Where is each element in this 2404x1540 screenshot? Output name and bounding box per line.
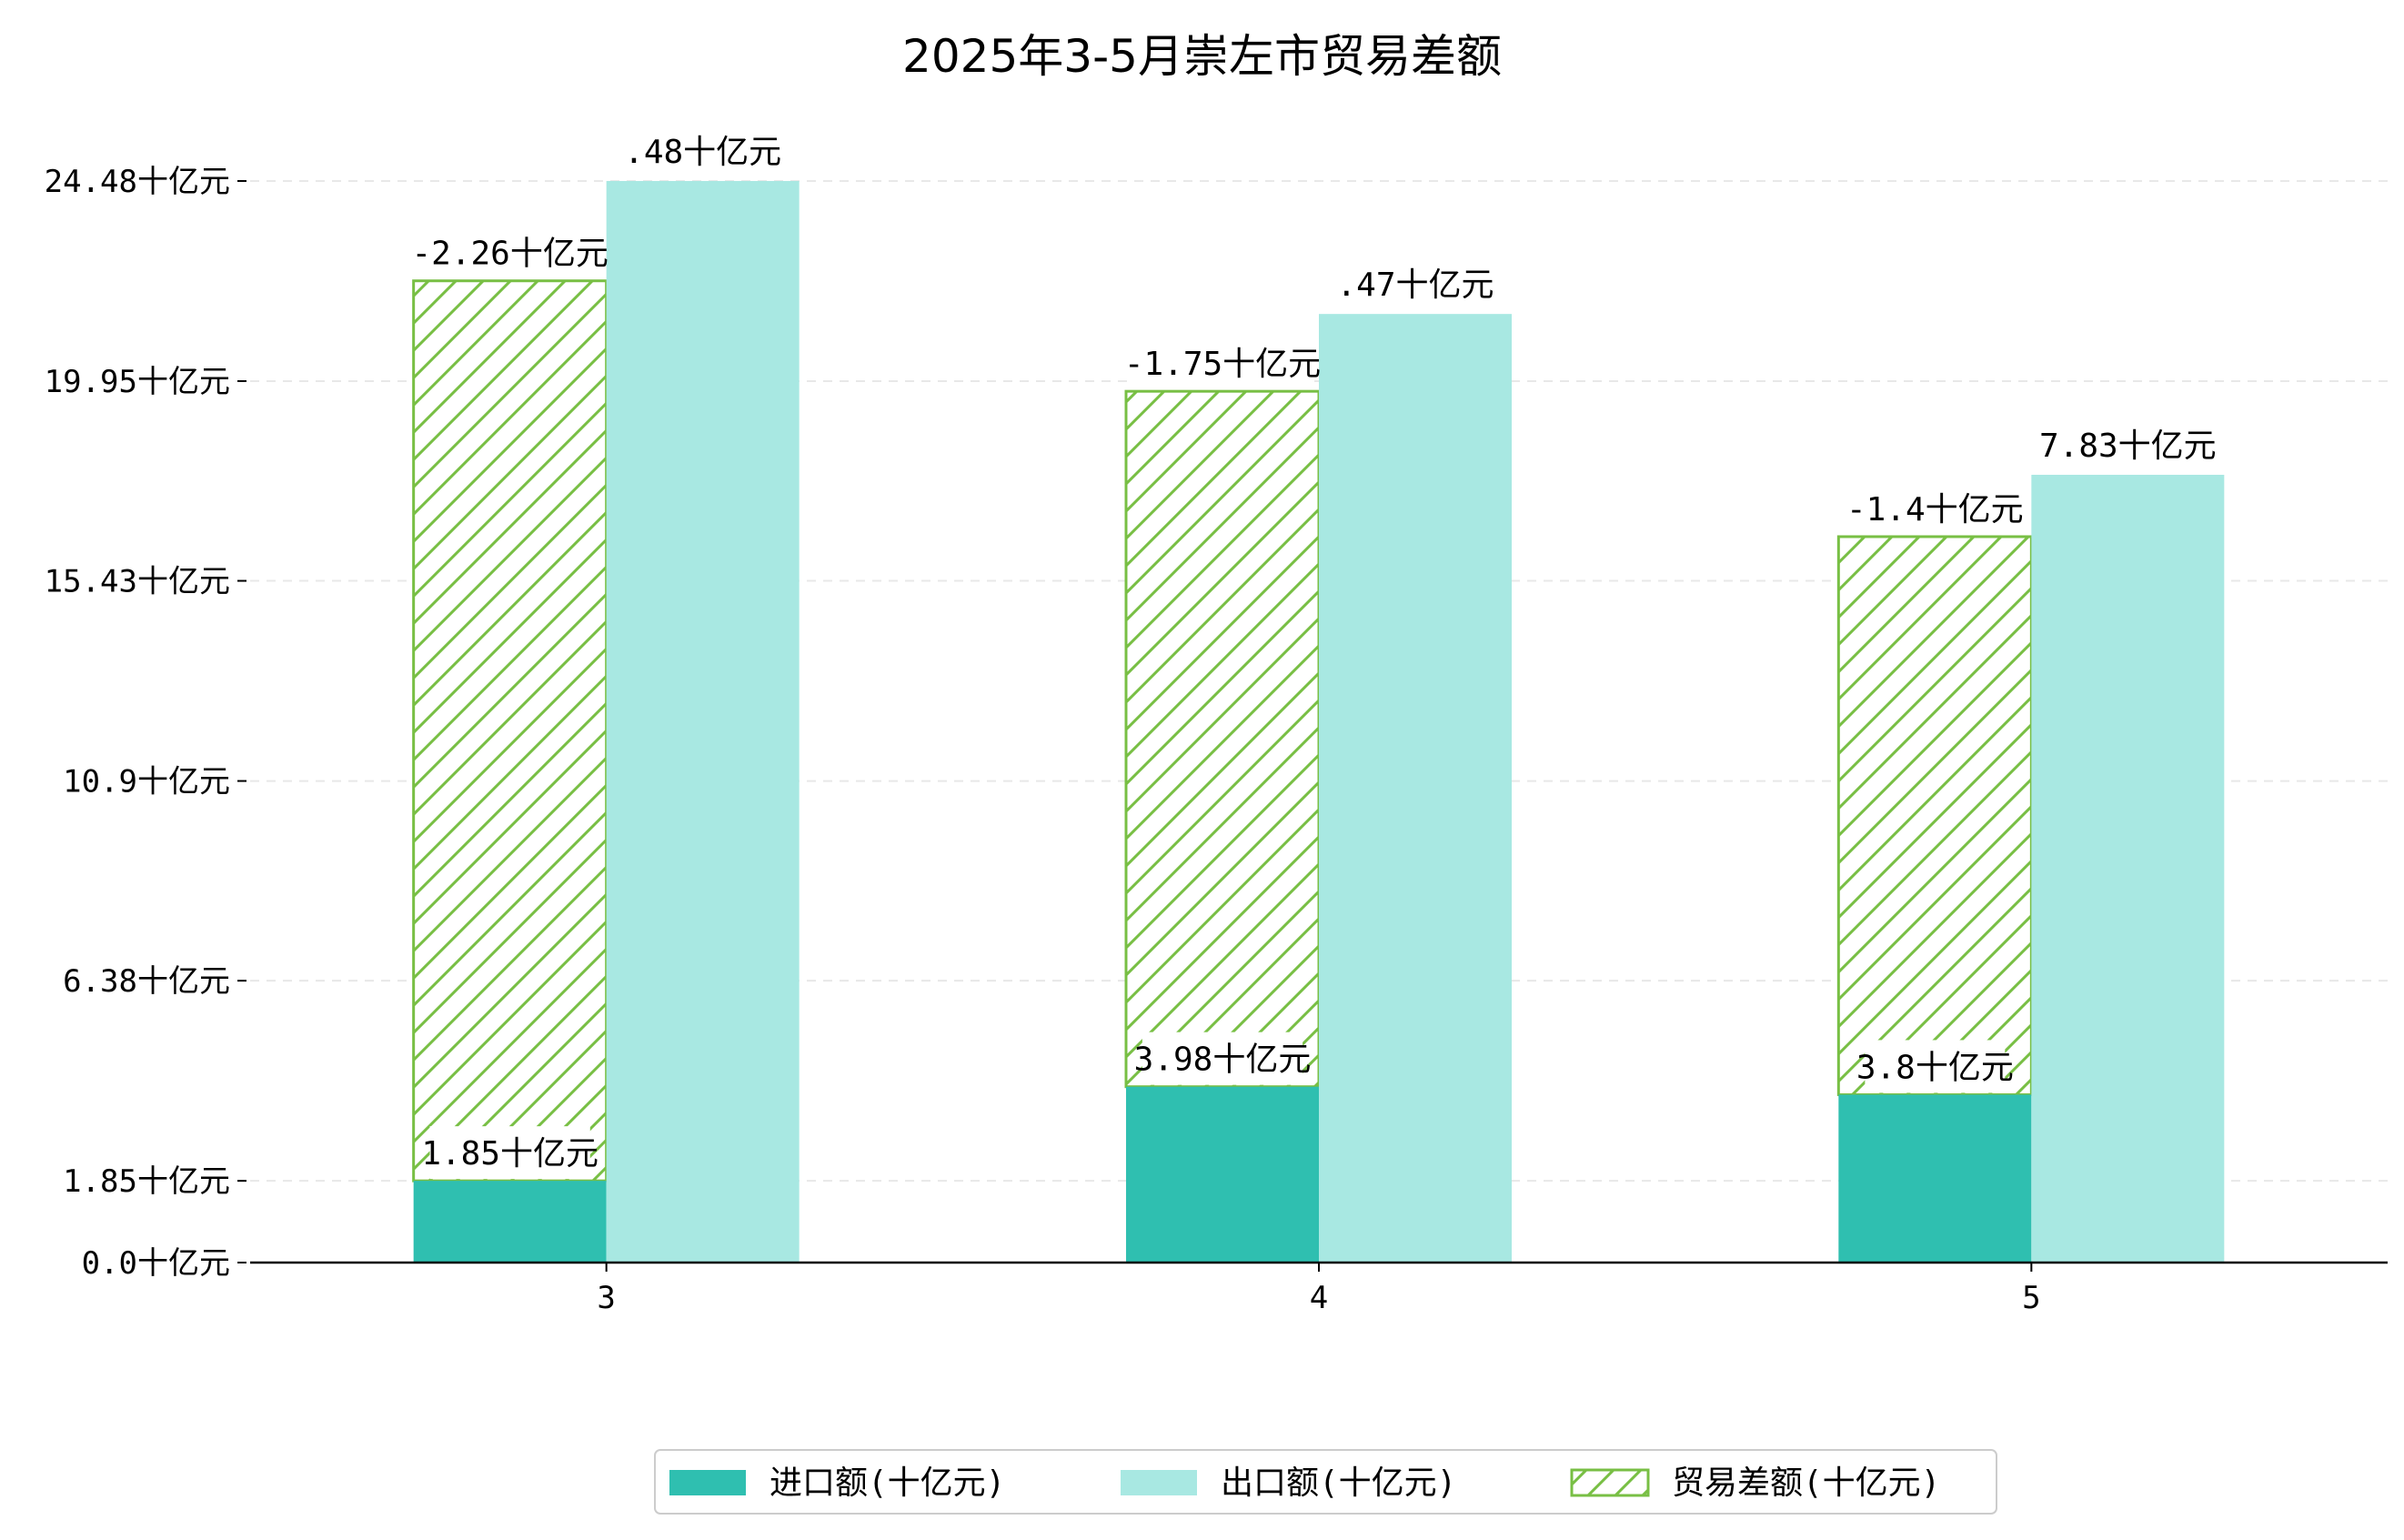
data-label-trade-balance-bg xyxy=(1855,481,2016,535)
legend-swatch xyxy=(1570,1468,1650,1497)
y-tick-label: 6.38十亿元 xyxy=(63,963,230,1000)
y-tick-label: 24.48十亿元 xyxy=(45,164,230,200)
y-tick-label: 0.0十亿元 xyxy=(82,1245,230,1282)
bar-export xyxy=(606,180,800,1263)
data-label-export: .48十亿元 xyxy=(624,134,781,171)
chart-title: 2025年3-5月崇左市贸易差额 xyxy=(902,30,1502,83)
legend-label: 贸易差额(十亿元) xyxy=(1672,1465,1940,1502)
legend-frame xyxy=(654,1449,1997,1515)
data-label-export: .47十亿元 xyxy=(1336,267,1494,304)
y-tick-label: 10.9十亿元 xyxy=(63,764,230,800)
data-label-import-bg xyxy=(429,1126,590,1180)
data-label-import: 1.85十亿元 xyxy=(421,1135,598,1173)
x-tick-label: 5 xyxy=(2022,1280,2040,1316)
legend-label: 出口额(十亿元) xyxy=(1221,1465,1456,1502)
bar-export xyxy=(2031,474,2225,1263)
y-tick-label: 19.95十亿元 xyxy=(45,364,230,400)
bar-trade-balance xyxy=(1124,389,1321,1089)
bar-import xyxy=(413,1181,607,1263)
legend-swatch xyxy=(1121,1470,1197,1495)
bar-import xyxy=(1126,1086,1319,1263)
data-label-trade-balance-bg xyxy=(419,226,600,279)
legend-swatch xyxy=(669,1470,746,1495)
data-label-export-bg xyxy=(2047,418,2208,471)
data-label-export: 7.83十亿元 xyxy=(2039,428,2217,465)
data-label-trade-balance-bg xyxy=(1132,337,1313,390)
legend-label: 进口额(十亿元) xyxy=(769,1465,1005,1502)
bar-import xyxy=(1838,1094,2032,1263)
y-tick-label: 15.43十亿元 xyxy=(45,564,230,600)
y-tick-label: 1.85十亿元 xyxy=(63,1163,230,1200)
data-label-trade-balance: -1.75十亿元 xyxy=(1124,346,1321,383)
x-tick-label: 4 xyxy=(1310,1280,1328,1316)
data-label-import: 3.8十亿元 xyxy=(1856,1049,2014,1086)
data-label-trade-balance: -2.26十亿元 xyxy=(411,236,608,273)
bar-trade-balance xyxy=(412,279,609,1183)
data-label-export-bg xyxy=(632,124,773,177)
data-label-import: 3.98十亿元 xyxy=(1134,1042,1312,1079)
bar-export xyxy=(1319,314,1512,1263)
data-label-import-bg xyxy=(1865,1040,2006,1093)
data-label-trade-balance: -1.4十亿元 xyxy=(1846,491,2024,528)
data-label-export-bg xyxy=(1345,257,1485,311)
bar-trade-balance xyxy=(1836,535,2033,1096)
data-label-import-bg xyxy=(1142,1032,1303,1085)
x-tick-label: 3 xyxy=(597,1280,615,1316)
